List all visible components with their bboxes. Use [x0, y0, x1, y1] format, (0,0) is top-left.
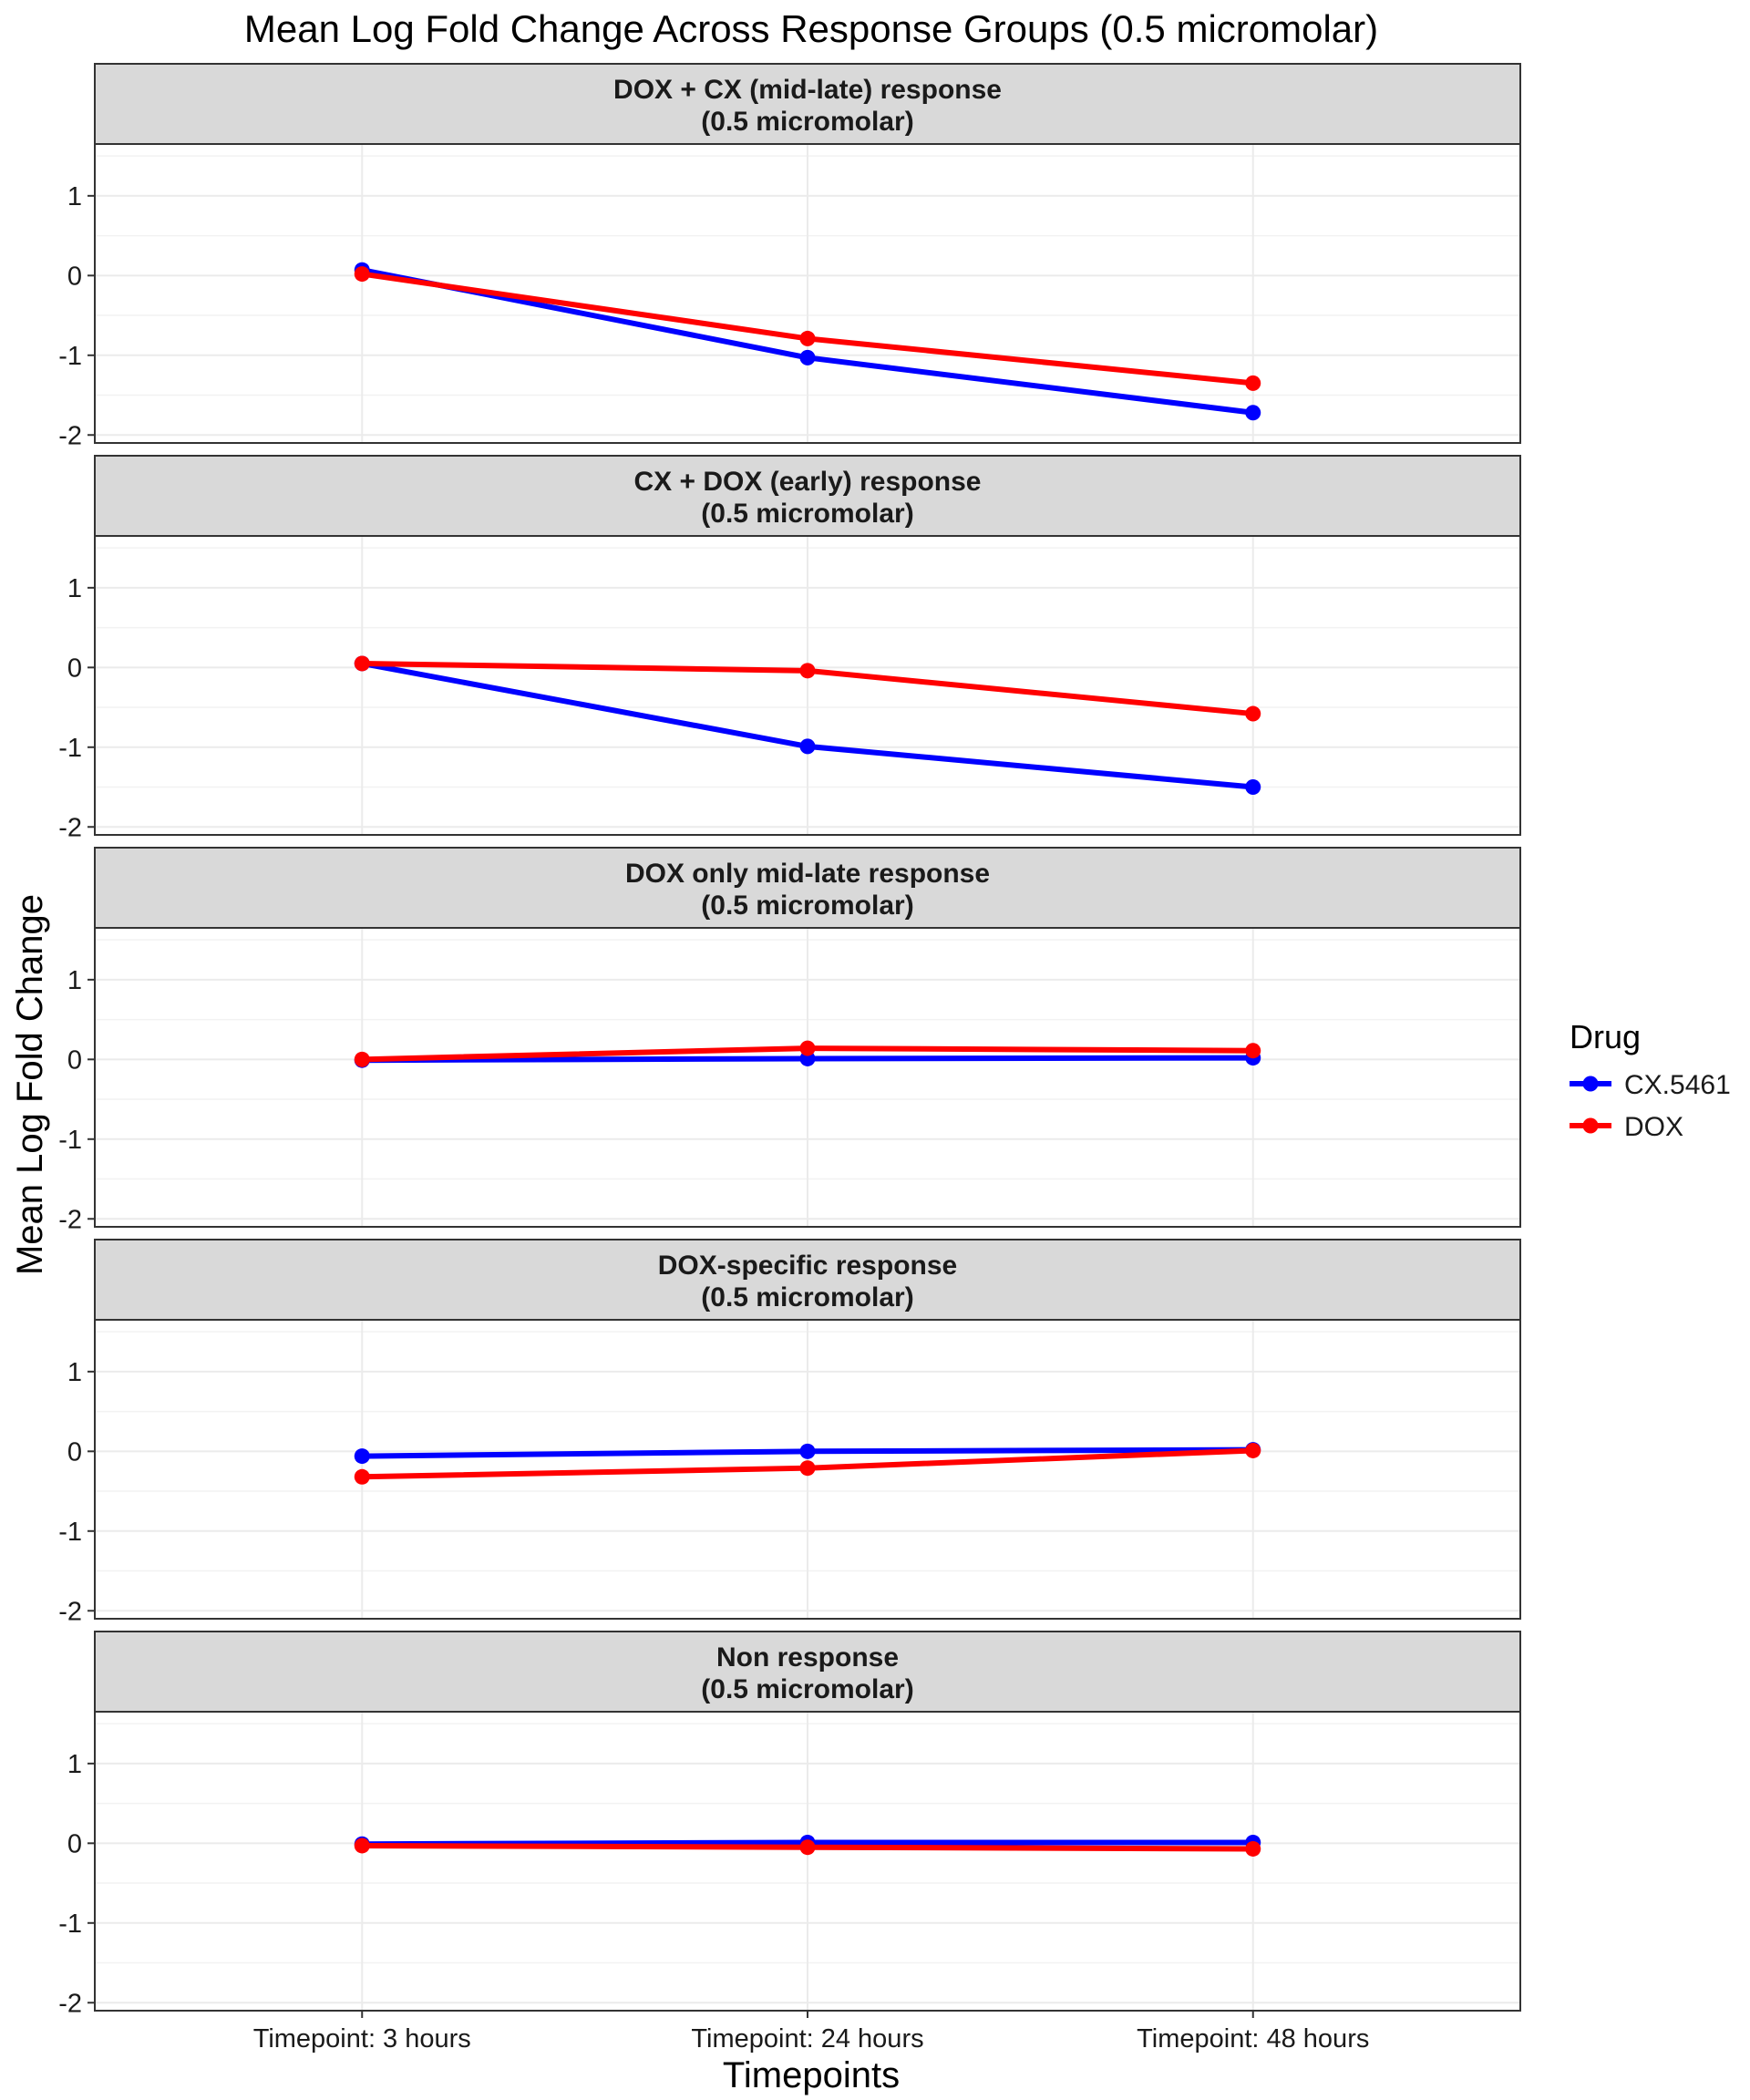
- x-tick-label: Timepoint: 24 hours: [691, 2024, 923, 2054]
- data-point: [1245, 1840, 1261, 1857]
- facet-panel: DOX + CX (mid-late) response(0.5 micromo…: [58, 63, 1521, 450]
- data-point: [799, 349, 816, 365]
- y-tick-label: 0: [67, 1045, 82, 1075]
- data-point: [799, 1839, 816, 1856]
- data-point: [799, 663, 816, 679]
- data-point: [799, 1443, 816, 1459]
- data-point: [354, 1468, 370, 1485]
- data-point: [1245, 1442, 1261, 1458]
- facet-label: DOX-specific response: [658, 1251, 957, 1281]
- facet-label: Non response: [716, 1642, 899, 1673]
- y-tick-label: -1: [58, 1518, 82, 1547]
- facet-strip: [94, 63, 1521, 145]
- facet-label: CX + DOX (early) response: [634, 467, 982, 497]
- facet-strip: [94, 1239, 1521, 1321]
- facet-panel: DOX only mid-late response(0.5 micromola…: [58, 847, 1521, 1234]
- y-tick-label: 0: [67, 262, 82, 291]
- facet-panel: DOX-specific response(0.5 micromolar) -2 -…: [58, 1239, 1521, 1626]
- facet-label: DOX + CX (mid-late) response: [613, 75, 1002, 105]
- legend-key-point: [1582, 1117, 1599, 1134]
- y-tick-label: -2: [58, 1989, 82, 2018]
- data-point: [799, 1040, 816, 1056]
- x-tick-label: Timepoint: 48 hours: [1137, 2024, 1369, 2054]
- facet-panel: CX + DOX (early) response(0.5 micromolar…: [58, 455, 1521, 842]
- y-tick-label: -2: [58, 1597, 82, 1626]
- y-tick-label: -1: [58, 342, 82, 371]
- data-point: [354, 1838, 370, 1854]
- y-tick-label: -1: [58, 1126, 82, 1155]
- facet-label: DOX only mid-late response: [625, 859, 990, 889]
- y-tick-label: 1: [67, 1358, 82, 1387]
- y-tick-label: -2: [58, 1205, 82, 1234]
- data-point: [799, 738, 816, 755]
- facet-sublabel: (0.5 micromolar): [701, 499, 913, 529]
- chart-title: Mean Log Fold Change Across Response Gro…: [244, 7, 1378, 50]
- legend-label: DOX: [1624, 1112, 1683, 1142]
- data-point: [799, 1460, 816, 1477]
- data-point: [1245, 405, 1261, 421]
- data-point: [1245, 705, 1261, 722]
- facet-strip: [94, 1631, 1521, 1713]
- y-tick-label: -2: [58, 421, 82, 450]
- y-tick-label: -1: [58, 734, 82, 763]
- legend-key-point: [1582, 1076, 1599, 1092]
- data-point: [354, 1448, 370, 1465]
- legend-label: CX.5461: [1624, 1070, 1731, 1100]
- data-point: [1245, 375, 1261, 391]
- y-tick-label: 1: [67, 1750, 82, 1779]
- y-tick-label: 1: [67, 966, 82, 995]
- y-tick-label: 0: [67, 654, 82, 683]
- legend: Drug CX.5461 DOX: [1570, 1018, 1731, 1142]
- y-tick-label: -1: [58, 1910, 82, 1939]
- y-tick-label: 0: [67, 1437, 82, 1467]
- panel-border: [94, 927, 1521, 1228]
- panel-border: [94, 535, 1521, 836]
- x-tick-label: Timepoint: 3 hours: [253, 2024, 471, 2054]
- y-tick-label: 1: [67, 182, 82, 211]
- data-point: [1245, 779, 1261, 796]
- y-tick-label: 0: [67, 1829, 82, 1858]
- legend-title: Drug: [1570, 1018, 1641, 1055]
- panel-border: [94, 1319, 1521, 1620]
- panel-border: [94, 143, 1521, 444]
- data-point: [799, 330, 816, 346]
- facet-strip: [94, 455, 1521, 537]
- facet-sublabel: (0.5 micromolar): [701, 890, 913, 921]
- data-point: [354, 266, 370, 283]
- facet-panel: Non response(0.5 micromolar) -2 -1 0 1: [58, 1631, 1521, 2018]
- x-axis-title: Timepoints: [723, 2055, 900, 2095]
- facet-sublabel: (0.5 micromolar): [701, 107, 913, 137]
- data-point: [354, 1051, 370, 1067]
- y-axis-title: Mean Log Fold Change: [10, 894, 50, 1275]
- x-axis: Timepoint: 3 hours Timepoint: 24 hours Tim…: [253, 2011, 1369, 2054]
- facet-panels: DOX + CX (mid-late) response(0.5 micromo…: [58, 63, 1521, 2018]
- data-point: [1245, 1043, 1261, 1059]
- data-point: [354, 655, 370, 672]
- facet-sublabel: (0.5 micromolar): [701, 1674, 913, 1704]
- y-tick-label: -2: [58, 813, 82, 842]
- facet-strip: [94, 847, 1521, 929]
- facet-sublabel: (0.5 micromolar): [701, 1282, 913, 1312]
- y-tick-label: 1: [67, 574, 82, 603]
